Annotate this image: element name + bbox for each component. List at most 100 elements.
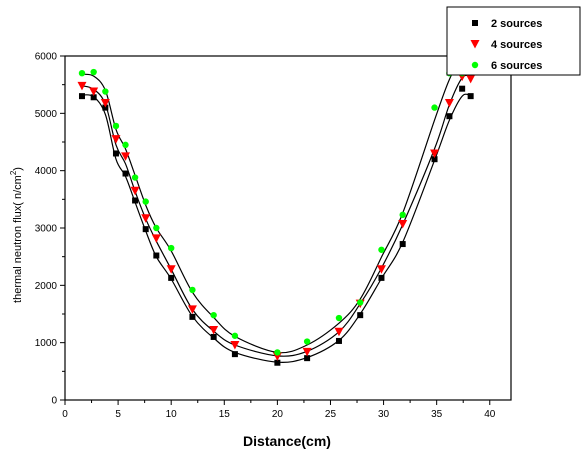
data-point-4-sources bbox=[130, 186, 140, 196]
y-tick-label: 3000 bbox=[35, 224, 58, 235]
data-point-4-sources bbox=[430, 149, 440, 158]
fit-curve-6-sources bbox=[81, 55, 471, 354]
data-point-2-sources bbox=[459, 85, 466, 92]
data-point-6-sources bbox=[231, 332, 239, 339]
legend-label-4-sources: 4 sources bbox=[491, 39, 542, 51]
y-tick-label: 0 bbox=[51, 396, 57, 407]
data-point-6-sources bbox=[210, 311, 217, 319]
data-point-4-sources bbox=[444, 99, 454, 108]
data-point-4-sources bbox=[121, 152, 131, 161]
x-axis-title: Distance(cm) bbox=[243, 433, 331, 449]
legend-entry-0: 2 sources bbox=[472, 18, 542, 30]
y-tick-label: 1000 bbox=[35, 338, 58, 349]
y-tick-label: 6000 bbox=[35, 52, 58, 63]
data-point-6-sources bbox=[399, 211, 406, 219]
data-point-4-sources bbox=[187, 305, 197, 314]
legend-entry-1: 4 sources bbox=[470, 39, 542, 51]
y-tick-label: 5000 bbox=[35, 109, 58, 120]
data-point-4-sources bbox=[209, 326, 219, 335]
data-point-2-sources bbox=[378, 274, 385, 281]
data-point-6-sources bbox=[153, 224, 160, 232]
data-point-6-sources bbox=[274, 349, 281, 356]
data-point-2-sources bbox=[399, 241, 406, 248]
data-point-2-sources bbox=[467, 93, 474, 100]
data-point-6-sources bbox=[431, 104, 438, 111]
data-point-2-sources bbox=[431, 156, 438, 163]
axes: 0 5 10 15 20 25 30 35 40 0 1000 2000 3000 4000 5000 600… bbox=[35, 52, 512, 420]
plot-frame bbox=[64, 55, 512, 401]
data-point-2-sources bbox=[357, 312, 364, 319]
data-point-4-sources bbox=[111, 135, 121, 144]
data-point-2-sources bbox=[78, 93, 85, 100]
x-tick-label: 20 bbox=[272, 409, 284, 420]
data-point-6-sources bbox=[167, 244, 175, 252]
plot-area bbox=[77, 55, 476, 366]
data-point-2-sources bbox=[335, 337, 342, 344]
legend-entry-2: 6 sources bbox=[471, 60, 542, 72]
data-point-2-sources bbox=[102, 104, 109, 111]
data-point-2-sources bbox=[90, 94, 97, 101]
data-point-2-sources bbox=[231, 351, 238, 358]
data-point-6-sources bbox=[357, 299, 364, 306]
y-axis-title-main: thermal neutron flux( n/cm bbox=[12, 175, 24, 303]
x-tick-label: 40 bbox=[484, 409, 496, 420]
data-point-2-sources bbox=[153, 252, 160, 259]
data-point-6-sources bbox=[78, 70, 86, 77]
data-point-4-sources bbox=[376, 265, 386, 274]
fit-curve-4-sources bbox=[81, 74, 471, 357]
legend-box bbox=[446, 6, 581, 76]
data-point-4-sources bbox=[334, 327, 344, 337]
data-point-6-sources bbox=[189, 286, 196, 294]
data-point-4-sources bbox=[100, 99, 110, 108]
data-point-6-sources bbox=[122, 141, 129, 149]
x-tick-label: 5 bbox=[115, 409, 121, 420]
data-point-4-sources bbox=[466, 74, 476, 84]
legend: 2 sources 4 sources 6 sources bbox=[446, 6, 581, 76]
legend-label-6-sources: 6 sources bbox=[491, 60, 542, 72]
x-tick-label: 10 bbox=[166, 409, 178, 420]
data-point-4-sources bbox=[230, 340, 240, 350]
data-point-4-sources bbox=[151, 234, 161, 243]
data-point-2-sources bbox=[446, 113, 453, 120]
data-point-2-sources bbox=[274, 359, 281, 366]
legend-symbol-2-sources bbox=[472, 20, 478, 26]
data-point-4-sources bbox=[166, 265, 176, 274]
data-point-4-sources bbox=[89, 87, 99, 97]
data-point-2-sources bbox=[142, 226, 149, 233]
data-point-2-sources bbox=[189, 313, 196, 320]
x-tick-label: 15 bbox=[219, 409, 231, 420]
y-axis-title: thermal neutron flux( n/cm2) bbox=[9, 167, 24, 303]
data-point-6-sources bbox=[112, 122, 120, 130]
y-axis-title-superscript: 2 bbox=[9, 170, 18, 175]
data-point-6-sources bbox=[90, 68, 97, 76]
data-point-6-sources bbox=[102, 88, 109, 95]
data-point-6-sources bbox=[303, 338, 311, 345]
legend-symbol-4-sources bbox=[470, 40, 480, 49]
y-tick-label: 4000 bbox=[35, 166, 58, 177]
legend-label-2-sources: 2 sources bbox=[491, 18, 542, 30]
data-point-4-sources bbox=[77, 81, 87, 91]
y-axis-title-close: ) bbox=[12, 167, 24, 171]
data-point-6-sources bbox=[131, 174, 139, 181]
data-point-4-sources bbox=[302, 347, 312, 357]
x-tick-label: 30 bbox=[378, 409, 390, 420]
data-point-2-sources bbox=[112, 150, 119, 157]
series-4-sources bbox=[77, 72, 476, 361]
y-tick-label: 2000 bbox=[35, 281, 58, 292]
x-tick-label: 35 bbox=[431, 409, 443, 420]
data-point-6-sources bbox=[142, 198, 149, 205]
series-2-sources bbox=[78, 85, 474, 366]
data-point-6-sources bbox=[335, 314, 343, 322]
fit-curve-2-sources bbox=[81, 93, 471, 363]
x-tick-label: 0 bbox=[62, 409, 68, 420]
data-point-4-sources bbox=[141, 214, 151, 223]
data-point-4-sources bbox=[398, 219, 408, 229]
data-point-2-sources bbox=[304, 355, 311, 362]
x-tick-label: 25 bbox=[325, 409, 337, 420]
legend-symbol-6-sources bbox=[471, 61, 479, 69]
legend-marker-2-sources bbox=[472, 20, 478, 26]
legend-marker-4-sources bbox=[470, 40, 480, 49]
data-point-2-sources bbox=[132, 197, 139, 204]
data-point-2-sources bbox=[122, 170, 129, 177]
